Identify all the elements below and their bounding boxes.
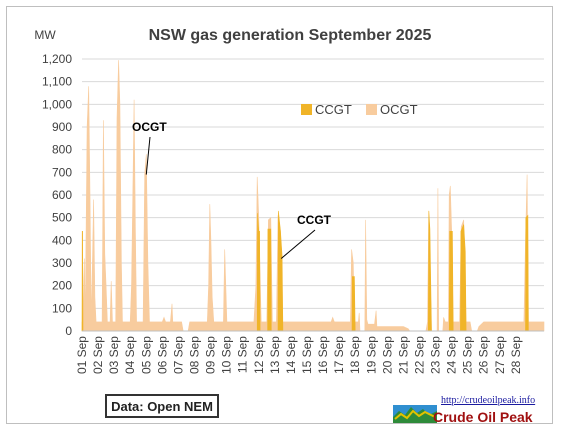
legend-swatch-ocgt [366,104,377,115]
x-tick-label: 20 Sep [380,336,394,374]
x-tick-label: 26 Sep [477,336,491,374]
x-tick-label: 02 Sep [91,336,105,374]
y-tick-label: 900 [52,120,72,134]
x-tick-label: 27 Sep [493,336,507,374]
brand-url-link[interactable]: http://crudeoilpeak.info [441,395,536,406]
x-tick-labels: 01 Sep 02 Sep 03 Sep 04 Sep 05 Sep 06 Sep 07 S… [75,336,523,374]
y-axis-label: MW [34,28,56,42]
y-tick-label: 1,100 [42,75,72,89]
series-area-ocgt [81,60,545,332]
x-tick-label: 01 Sep [75,336,89,374]
x-tick-label: 03 Sep [107,336,121,374]
annotation-label-ocgt: OCGT [132,120,167,134]
y-tick-label: 100 [52,301,72,315]
x-tick-label: 07 Sep [171,336,185,374]
x-tick-label: 12 Sep [252,336,266,374]
y-tick-label: 800 [52,143,72,157]
x-tick-label: 24 Sep [445,336,459,374]
chart-frame: NSW gas generation September 2025 MW 0 10… [6,6,553,424]
annotation-pointer [145,136,151,175]
x-tick-label: 04 Sep [123,336,137,374]
annotations: OCGT CCGT [132,120,332,259]
x-tick-label: 14 Sep [284,336,298,374]
x-tick-label: 05 Sep [139,336,153,374]
x-tick-label: 18 Sep [348,336,362,374]
chart-svg: NSW gas generation September 2025 MW 0 10… [34,27,545,374]
y-tick-label: 1,000 [42,97,72,111]
y-tick-label: 700 [52,165,72,179]
grid-lines [82,58,544,309]
x-tick-label: 11 Sep [236,336,250,373]
y-tick-label: 500 [52,211,72,225]
x-tick-label: 16 Sep [316,336,330,374]
x-tick-label: 15 Sep [300,336,314,374]
legend-label-ocgt: OCGT [380,102,418,117]
x-tick-label: 09 Sep [204,336,218,374]
series-layer [81,60,545,332]
x-tick-label: 25 Sep [461,336,475,374]
x-tick-label: 22 Sep [412,336,426,374]
y-tick-label: 600 [52,188,72,202]
annotation-pointer [280,229,316,259]
legend-swatch-ccgt [301,104,312,115]
y-tick-label: 400 [52,233,72,247]
y-tick-label: 0 [65,324,72,338]
y-tick-labels: 0 100 200 300 400 500 600 700 800 900 1,000 1,100 1,… [42,52,72,338]
y-tick-label: 1,200 [42,52,72,66]
annotation-label-ccgt: CCGT [297,213,332,227]
y-tick-label: 200 [52,279,72,293]
x-tick-label: 28 Sep [509,336,523,374]
x-tick-label: 21 Sep [396,336,410,374]
y-tick-label: 300 [52,256,72,270]
x-tick-label: 23 Sep [429,336,443,374]
x-tick-label: 19 Sep [364,336,378,374]
x-tick-label: 08 Sep [187,336,201,374]
data-source-note: Data: Open NEM [105,394,219,418]
crude-oil-peak-logo [393,405,437,423]
legend: CCGT OCGT [301,102,418,117]
legend-label-ccgt: CCGT [315,102,352,117]
brand-name: Crude Oil Peak [433,409,533,424]
x-tick-label: 06 Sep [155,336,169,374]
x-tick-label: 17 Sep [332,336,346,374]
x-tick-label: 10 Sep [220,336,234,374]
x-tick-label: 13 Sep [268,336,282,374]
series-area-ccgt [81,210,544,332]
chart-title: NSW gas generation September 2025 [149,27,432,44]
